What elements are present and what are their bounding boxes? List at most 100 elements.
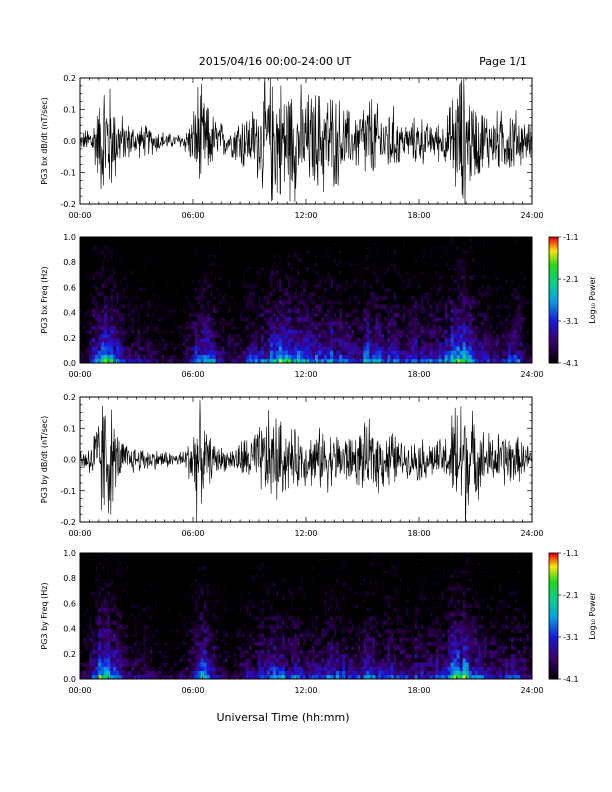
spectrogram-cell bbox=[438, 245, 442, 250]
spectrogram-cell bbox=[296, 274, 301, 280]
spectrogram-cell bbox=[375, 300, 379, 305]
spectrogram-cell bbox=[312, 308, 316, 313]
spectrogram-cell bbox=[179, 321, 183, 326]
spectrogram-cell bbox=[324, 333, 328, 339]
spectrogram-cell bbox=[483, 333, 488, 339]
spectrogram-cell bbox=[489, 249, 494, 255]
spectrogram-cell bbox=[333, 346, 337, 351]
spectrogram-cell bbox=[98, 300, 102, 305]
spectrogram-cell bbox=[321, 245, 325, 250]
spectrogram-cell bbox=[206, 308, 210, 313]
spectrogram-cell bbox=[230, 262, 235, 267]
spectrogram-cell bbox=[516, 329, 521, 334]
spectrogram-cell bbox=[176, 266, 180, 271]
spectrogram-cell bbox=[423, 346, 427, 351]
spectrogram-cell bbox=[239, 354, 244, 360]
colorbar-tick-label: -4.1 bbox=[563, 359, 579, 368]
spectrogram-cell bbox=[342, 262, 346, 267]
spectrogram-cell bbox=[134, 342, 138, 347]
spectrogram-cell bbox=[426, 279, 430, 284]
spectrogram-cell bbox=[221, 249, 226, 255]
spectrogram-cell bbox=[161, 354, 165, 360]
spectrogram-cell bbox=[215, 316, 220, 322]
spectrogram-cell bbox=[260, 295, 265, 301]
spectrogram-cell bbox=[137, 300, 141, 305]
spectrogram-cell bbox=[438, 287, 442, 292]
spectrogram-cell bbox=[351, 258, 355, 263]
spectrogram-cell bbox=[233, 270, 238, 276]
spectrogram-cell bbox=[318, 333, 322, 339]
spectrogram-cell bbox=[95, 274, 99, 280]
spectrogram-cell bbox=[86, 325, 90, 330]
spectrogram-cell bbox=[161, 245, 165, 250]
spectrogram-cell bbox=[336, 266, 340, 271]
spectrogram-cell bbox=[134, 308, 138, 313]
spectrogram-cell bbox=[462, 325, 467, 330]
spectrogram-cell bbox=[176, 329, 180, 334]
spectrogram-cell bbox=[221, 270, 226, 276]
spectrogram-cell bbox=[290, 270, 295, 276]
spectrogram-cell bbox=[212, 346, 216, 351]
spectrogram-cell bbox=[465, 316, 470, 322]
spectrogram-cell bbox=[152, 287, 156, 292]
spectrogram-cell bbox=[333, 321, 337, 326]
spectrogram-cell bbox=[468, 329, 473, 334]
spectrogram-cell bbox=[122, 253, 126, 259]
spectrogram-cell bbox=[266, 253, 271, 259]
spectrogram-cell bbox=[351, 249, 355, 255]
spectrogram-cell bbox=[182, 300, 186, 305]
spectrogram-cell bbox=[429, 346, 433, 351]
spectrogram-cell bbox=[504, 241, 509, 246]
spectrogram-cell bbox=[164, 354, 168, 360]
spectrogram-cell bbox=[315, 241, 319, 246]
spectrogram-cell bbox=[128, 350, 132, 355]
spectrogram-cell bbox=[212, 342, 216, 347]
spectrogram-cell bbox=[333, 333, 337, 339]
spectrogram-cell bbox=[498, 274, 503, 280]
spectrogram-cell bbox=[381, 308, 385, 313]
spectrogram-cell bbox=[312, 249, 316, 255]
panels: 00:00 06:00 12:00 18:00 24:000.20.10.0-0.1-0… bbox=[40, 74, 597, 695]
spectrogram-cell bbox=[522, 329, 527, 334]
spectrogram-cell bbox=[420, 253, 424, 259]
spectrogram-cell bbox=[390, 295, 394, 301]
spectrogram-cell bbox=[266, 337, 271, 343]
spectrogram-cell bbox=[456, 321, 461, 326]
spectrogram-cell bbox=[212, 253, 216, 259]
spectrogram-cell bbox=[357, 325, 361, 330]
spectrogram-cell bbox=[333, 291, 337, 297]
spectrogram-cell bbox=[444, 333, 449, 339]
spectrogram-cell bbox=[89, 237, 93, 242]
spectrogram-cell bbox=[417, 346, 421, 351]
spectrogram-cell bbox=[417, 333, 421, 339]
spectrogram-cell bbox=[101, 325, 105, 330]
spectrogram-cell bbox=[80, 237, 84, 242]
colorbar-swatch bbox=[549, 331, 558, 335]
spectrogram-cell bbox=[161, 274, 165, 280]
spectrogram-cell bbox=[191, 312, 195, 318]
spectrogram-cell bbox=[318, 262, 322, 267]
spectrogram-cell bbox=[468, 287, 473, 292]
spectrogram-cell bbox=[119, 287, 123, 292]
spectrogram-cell bbox=[396, 350, 400, 355]
spectrogram-cell bbox=[399, 287, 403, 292]
spectrogram-cell bbox=[498, 245, 503, 250]
spectrogram-cell bbox=[260, 333, 265, 339]
spectrogram-cell bbox=[360, 354, 364, 360]
spectrogram-cell bbox=[152, 350, 156, 355]
spectrogram-cell bbox=[104, 308, 108, 313]
spectrogram-cell bbox=[438, 279, 442, 284]
spectrogram-cell bbox=[254, 346, 259, 351]
spectrogram-cell bbox=[381, 262, 385, 267]
spectrogram-cell bbox=[366, 304, 370, 309]
spectrogram-cell bbox=[441, 287, 446, 292]
spectrogram-cell bbox=[360, 346, 364, 351]
spectrogram-cell bbox=[372, 329, 376, 334]
spectrogram-cell bbox=[414, 245, 418, 250]
x-tick-label: 24:00 bbox=[520, 211, 543, 220]
spectrogram-cell bbox=[137, 274, 141, 280]
spectrogram-cell bbox=[173, 237, 177, 242]
spectrogram-cell bbox=[188, 270, 192, 276]
spectrogram-cell bbox=[185, 321, 189, 326]
spectrogram-cell bbox=[330, 295, 334, 301]
